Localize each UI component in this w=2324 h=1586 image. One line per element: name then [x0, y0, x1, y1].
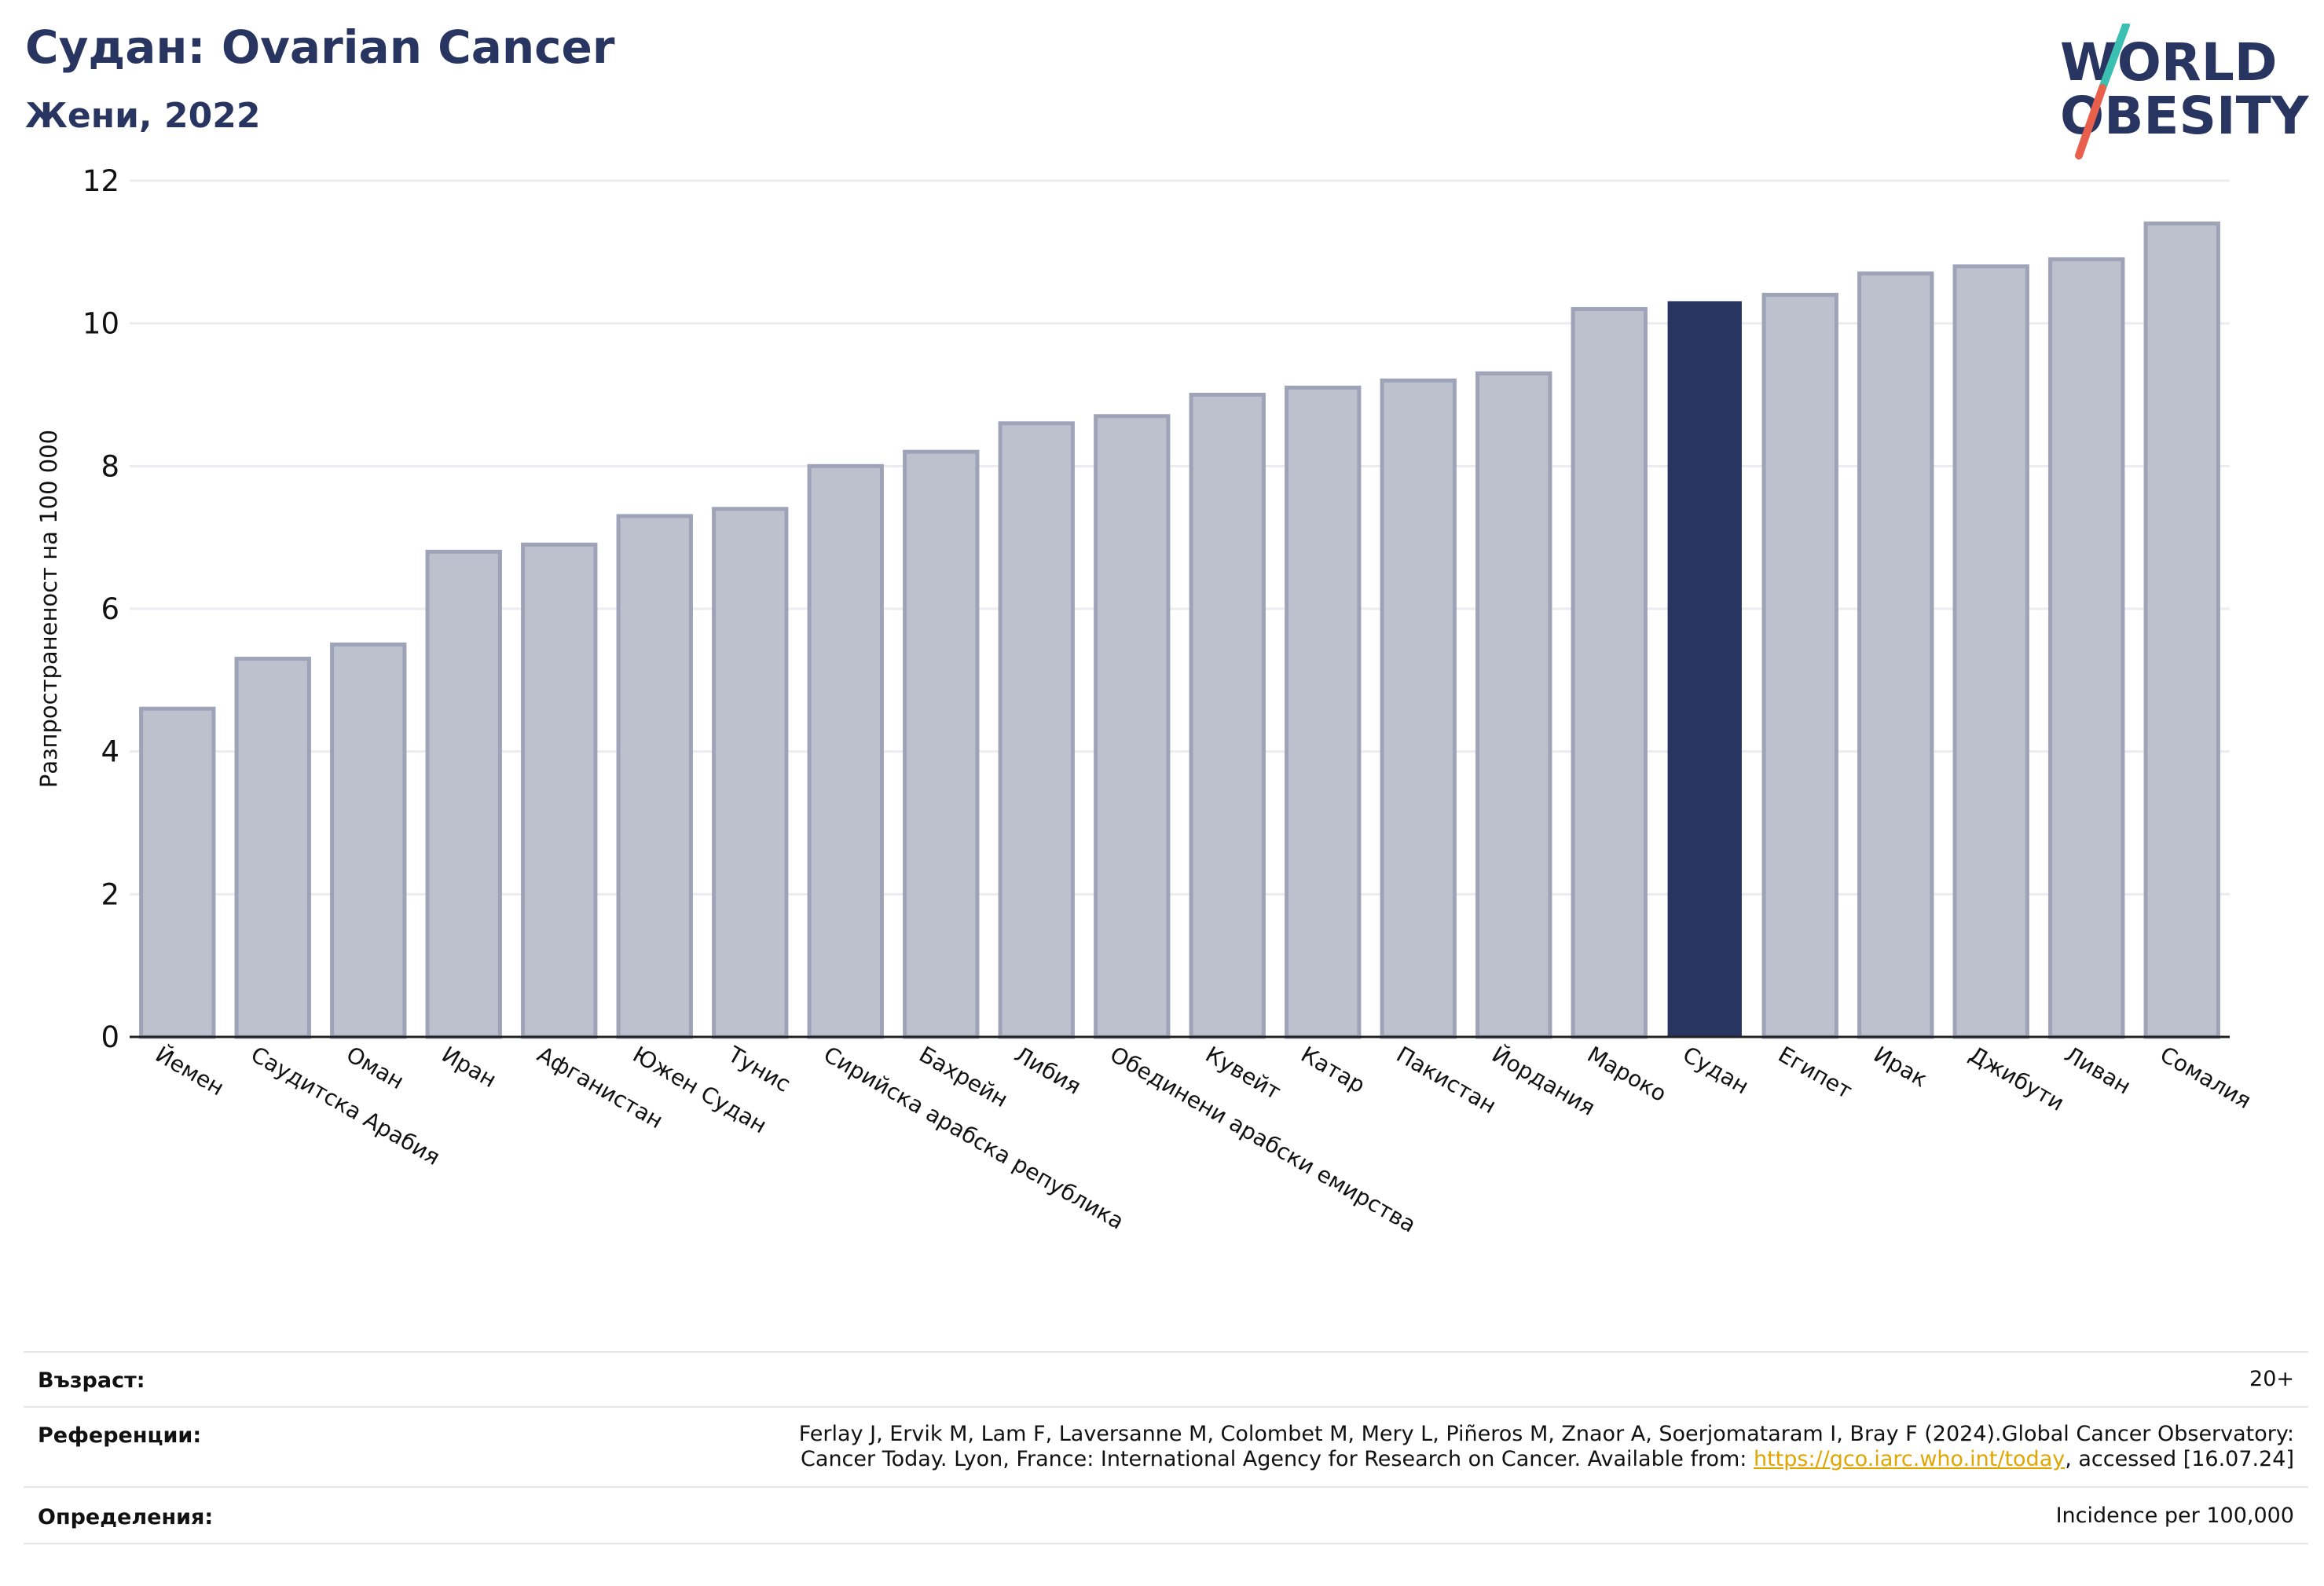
- footer-table: Възраст: 20+ Референции: Ferlay J, Ervik…: [24, 1351, 2308, 1544]
- bar-22: [2143, 222, 2220, 1039]
- references-line2-pre: Cancer Today. Lyon, France: Internationa…: [801, 1447, 1754, 1471]
- bar-1: [139, 706, 216, 1039]
- x-tick-label: Тунис: [723, 1041, 794, 1097]
- definitions-value: Incidence per 100,000: [2055, 1504, 2294, 1528]
- x-tick-label: Либия: [1010, 1041, 1086, 1099]
- x-tick-label: Йемен: [151, 1041, 229, 1101]
- x-tick-label: Судан: [1678, 1041, 1753, 1099]
- references-line2-post: , accessed [16.07.24]: [2065, 1447, 2294, 1471]
- x-tick-label: Египет: [1774, 1041, 1857, 1104]
- y-tick-label: 10: [82, 307, 119, 341]
- y-tick-label: 6: [101, 592, 119, 626]
- y-tick-label: 0: [101, 1020, 119, 1054]
- bar-3: [330, 642, 407, 1039]
- bar-6: [616, 514, 693, 1039]
- bar-11: [1094, 414, 1171, 1039]
- bar-9: [903, 449, 980, 1039]
- definitions-label: Определения:: [38, 1505, 214, 1529]
- chart-title: Судан: Ovarian Cancer: [25, 20, 615, 74]
- y-tick-label: 8: [101, 449, 119, 483]
- x-tick-label: Йордания: [1487, 1041, 1600, 1121]
- y-tick-label: 2: [101, 877, 119, 911]
- x-tick-label: Сомалия: [2156, 1041, 2256, 1114]
- bar-15: [1475, 371, 1552, 1039]
- bar-20: [1952, 264, 2029, 1039]
- references-value: Ferlay J, Ervik M, Lam F, Laversanne M, …: [799, 1422, 2294, 1472]
- footer-row-definitions: Определения: Incidence per 100,000: [24, 1486, 2308, 1544]
- bar-14: [1380, 378, 1457, 1039]
- references-line1: Ferlay J, Ervik M, Lam F, Laversanne M, …: [798, 1422, 2294, 1446]
- world-obesity-logo: WORLD OBESITY: [2060, 24, 2310, 159]
- x-tick-label: Ливан: [2060, 1041, 2135, 1099]
- x-tick-label: Пакистан: [1392, 1041, 1501, 1119]
- bar-19: [1857, 271, 1934, 1039]
- footer-row-age: Възраст: 20+: [24, 1351, 2308, 1406]
- y-tick-labels: 0 2 4 6 8 10 12: [82, 164, 119, 1054]
- x-tick-label: Оман: [342, 1041, 409, 1094]
- bar-10: [998, 421, 1075, 1039]
- x-tick-label: Катар: [1296, 1041, 1369, 1098]
- bar-18: [1761, 292, 1838, 1039]
- x-tick-label: Иран: [438, 1041, 501, 1093]
- x-tick-label: Джибути: [1965, 1041, 2069, 1115]
- bar-21: [2048, 257, 2125, 1039]
- bar-8: [807, 463, 884, 1039]
- y-axis-label: Разпространеност на 100 000: [35, 430, 62, 788]
- age-label: Възраст:: [38, 1368, 145, 1393]
- bars: [139, 222, 2220, 1039]
- logo-line1: WORLD: [2060, 32, 2278, 93]
- x-tick-label: Ирак: [1869, 1041, 1932, 1092]
- bar-16: [1571, 307, 1648, 1039]
- bar-7: [712, 507, 789, 1039]
- footer-row-references: Референции: Ferlay J, Ervik M, Lam F, La…: [24, 1406, 2308, 1486]
- chart-subtitle: Жени, 2022: [25, 96, 261, 136]
- logo-slash-top-icon: [2099, 24, 2130, 92]
- y-tick-label: 4: [101, 735, 119, 769]
- logo-slash-bottom-icon: [2075, 84, 2106, 159]
- bar-5: [521, 542, 598, 1039]
- bar-12: [1189, 393, 1266, 1039]
- bar-4: [425, 549, 502, 1039]
- y-tick-label: 12: [82, 164, 119, 198]
- references-label: Референции:: [38, 1423, 202, 1448]
- bar-2: [234, 657, 311, 1039]
- age-value: 20+: [2249, 1367, 2294, 1391]
- bar-17: [1667, 301, 1742, 1038]
- bar-13: [1285, 385, 1362, 1039]
- references-link[interactable]: https://gco.iarc.who.int/today: [1753, 1447, 2066, 1471]
